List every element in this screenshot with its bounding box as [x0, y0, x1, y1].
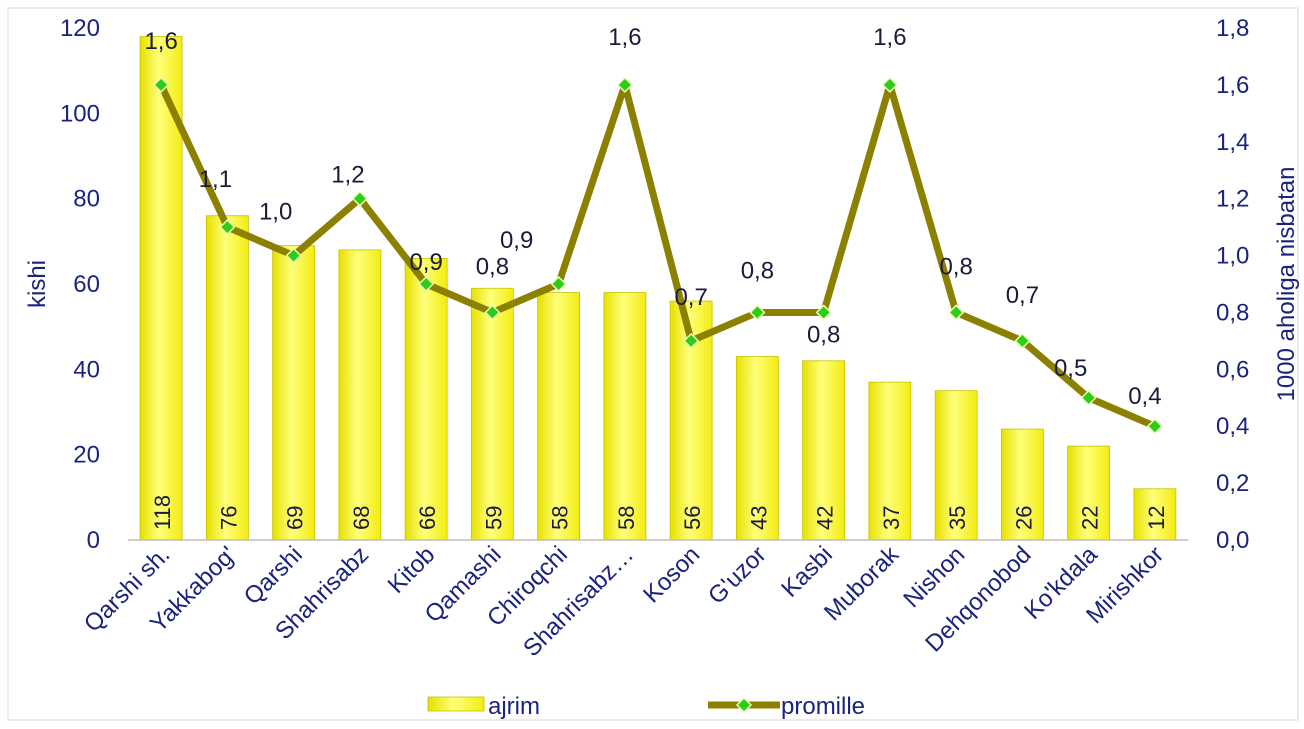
bar-value-label: 35: [945, 506, 970, 530]
y2-tick-label: 0,0: [1216, 527, 1249, 554]
y2-tick-label: 1,6: [1216, 72, 1249, 99]
promille-marker: [815, 304, 832, 321]
bar: [603, 292, 647, 541]
bar-value-label: 58: [548, 506, 573, 530]
bars-layer: [139, 36, 1177, 541]
promille-marker: [616, 76, 633, 93]
promille-marker: [219, 219, 236, 236]
promille-marker: [1080, 389, 1097, 406]
line-value-label: 0,8: [476, 253, 509, 280]
y-tick-label: 120: [60, 15, 100, 42]
promille-marker: [1014, 332, 1031, 349]
legend-label-ajrim: ajrim: [488, 693, 540, 720]
y-tick-label: 100: [60, 100, 100, 127]
line-value-label: 0,8: [741, 257, 774, 284]
bar: [802, 360, 846, 541]
line-value-label: 1,2: [331, 162, 364, 189]
y2-tick-label: 1,0: [1216, 243, 1249, 270]
bar-value-label: 59: [481, 506, 506, 530]
line-value-label: 1,0: [259, 199, 292, 226]
line-value-label: 0,5: [1054, 355, 1087, 382]
y2-tick-label: 1,2: [1216, 186, 1249, 213]
line-value-label: 0,8: [807, 321, 840, 348]
promille-marker: [948, 304, 965, 321]
bar-value-label: 58: [614, 506, 639, 530]
promille-marker: [881, 76, 898, 93]
line-value-label: 0,4: [1128, 383, 1161, 410]
bar: [735, 356, 779, 541]
legend: ajrim promille: [427, 693, 865, 720]
bar: [537, 292, 581, 541]
y-axis-title: kishi: [24, 260, 51, 308]
line-layer: [153, 76, 1163, 435]
bar-value-label: 66: [415, 506, 440, 530]
line-value-label: 0,9: [500, 227, 533, 254]
bar-value-label: 37: [879, 506, 904, 530]
bar-value-label: 26: [1011, 506, 1036, 530]
y2-tick-label: 1,4: [1216, 129, 1249, 156]
bar: [1000, 428, 1044, 541]
bar-value-label: 69: [283, 506, 308, 530]
promille-marker: [749, 304, 766, 321]
y2-tick-label: 1,8: [1216, 15, 1249, 42]
y2-tick-label: 0,6: [1216, 356, 1249, 383]
bar-value-label: 56: [680, 506, 705, 530]
legend-swatch-bar: [427, 696, 485, 712]
y-tick-label: 80: [73, 186, 100, 213]
bar-value-label: 68: [349, 506, 374, 530]
promille-marker: [285, 247, 302, 264]
line-value-label: 0,8: [939, 253, 972, 280]
promille-marker: [153, 76, 170, 93]
line-value-label: 1,6: [608, 24, 641, 51]
bar: [1067, 445, 1111, 541]
bar: [470, 287, 514, 541]
bar-value-label: 42: [813, 506, 838, 530]
line-value-label: 0,7: [1006, 282, 1039, 309]
y2-axis-title: 1000 aholiga nisbatan: [1273, 167, 1300, 402]
bar-value-label: 43: [746, 506, 771, 530]
bar: [934, 390, 978, 541]
line-value-label: 1,1: [199, 166, 232, 193]
bar: [1133, 488, 1177, 541]
bar: [205, 215, 249, 541]
line-value-label: 1,6: [144, 28, 177, 55]
promille-marker: [683, 332, 700, 349]
promille-marker: [550, 275, 567, 293]
bar-value-label: 76: [216, 506, 241, 530]
bar: [338, 249, 382, 541]
line-value-label: 0,7: [674, 284, 707, 311]
line-value-label: 0,9: [409, 249, 442, 276]
labels-layer: 118 76 69 68 66 59 58 58 56 43 42 37 35 26 22 12 1,6 1,1 1…: [144, 24, 1168, 530]
bar-value-label: 12: [1144, 506, 1169, 530]
y2-tick-label: 0,8: [1216, 299, 1249, 326]
promille-marker: [351, 190, 368, 207]
bar-value-label: 22: [1078, 506, 1103, 530]
line-value-label: 1,6: [873, 24, 906, 51]
y-tick-label: 20: [73, 442, 100, 469]
y-tick-label: 40: [73, 356, 100, 383]
y2-tick-label: 0,2: [1216, 470, 1249, 497]
bar-value-label: 118: [150, 495, 175, 530]
promille-marker: [484, 304, 501, 321]
legend-swatch-marker: [735, 696, 753, 714]
y2-tick-label: 0,4: [1216, 413, 1249, 440]
y-tick-label: 0: [87, 527, 100, 554]
bar: [272, 245, 316, 541]
y-tick-label: 60: [73, 271, 100, 298]
legend-label-promille: promille: [781, 693, 865, 720]
bar: [404, 257, 448, 541]
bar: [868, 381, 912, 541]
promille-marker: [418, 275, 435, 293]
promille-marker: [1146, 418, 1163, 435]
promille-line: [157, 81, 1157, 430]
